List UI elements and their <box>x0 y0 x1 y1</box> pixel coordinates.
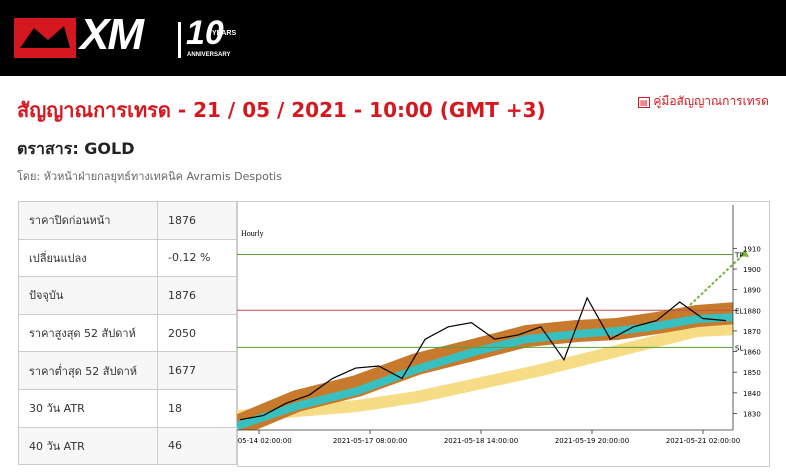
cell-value: 1876 <box>157 201 237 240</box>
stats-table: ราคาปิดก่อนหน้า 1876 เปลี่ยนแปลง -0.12 % ปัจ… <box>18 201 237 466</box>
badge-years: YEARS <box>212 30 237 37</box>
cell-label: ราคาต่ำสุด 52 สัปดาห์ <box>18 351 158 390</box>
bands <box>237 302 733 430</box>
table-row: ปัจจุบัน 1876 <box>18 276 237 315</box>
table-row: 30 วัน ATR 18 <box>18 388 237 428</box>
table-row: 40 วัน ATR 46 <box>18 426 237 466</box>
author: โดย: หัวหน้าฝ่ายกลยุทธ์ทางเทคนิค Avramis… <box>17 170 282 183</box>
level-label: EL <box>735 307 743 315</box>
cell-label: ราคาสูงสุด 52 สัปดาห์ <box>18 313 158 353</box>
cell-label: ปัจจุบัน <box>18 276 158 315</box>
x-tick-label: 21-05-14 02:00:00 <box>237 437 292 445</box>
table-row: ราคาสูงสุด 52 สัปดาห์ 2050 <box>18 313 237 353</box>
header: XM 10 YEARS ANNIVERSARY <box>0 0 786 76</box>
cell-value: 46 <box>157 426 237 466</box>
y-tick-label: 1860 <box>743 349 761 357</box>
x-tick-label: 2021-05-18 14:00:00 <box>444 437 518 445</box>
y-tick-label: 1850 <box>743 369 761 377</box>
table-row: ราคาต่ำสุด 52 สัปดาห์ 1677 <box>18 351 237 390</box>
x-tick-label: 2021-05-19 20:00:00 <box>555 437 629 445</box>
level-label: TP <box>734 252 744 260</box>
tp-arrow <box>689 252 746 306</box>
y-tick-label: 1870 <box>743 328 761 336</box>
cell-value: 2050 <box>157 313 237 353</box>
y-tick-label: 1890 <box>743 287 761 295</box>
logo-icon <box>14 18 76 58</box>
cell-label: 40 วัน ATR <box>18 426 158 466</box>
y-tick-label: 1900 <box>743 266 761 274</box>
cell-value: 18 <box>157 388 237 428</box>
chart: Hourly 1830 1840 1850 1860 1870 1880 1890 1900 1… <box>237 201 770 467</box>
divider <box>178 22 181 58</box>
cell-value: 1677 <box>157 351 237 390</box>
cell-value: 1876 <box>157 276 237 315</box>
cell-label: 30 วัน ATR <box>18 388 158 428</box>
table-row: ราคาปิดก่อนหน้า 1876 <box>18 201 237 240</box>
tp-arrow-head <box>740 249 749 257</box>
table-row: เปลี่ยนแปลง -0.12 % <box>18 238 237 278</box>
level-label: SL <box>735 344 743 352</box>
x-tick-label: 2021-05-17 08:00:00 <box>333 437 407 445</box>
badge-anniversary: ANNIVERSARY <box>187 52 231 58</box>
guide-link[interactable]: ▤ คู่มือสัญญาณการเทรด <box>638 94 769 108</box>
price-line <box>239 296 727 421</box>
guide-link-text[interactable]: คู่มือสัญญาณการเทรด <box>653 94 769 108</box>
plot <box>239 296 727 421</box>
cell-label: เปลี่ยนแปลง <box>18 238 158 278</box>
chart-title: Hourly <box>241 229 264 238</box>
x-tick-label: 2021-05-21 02:00:00 <box>666 437 740 445</box>
cell-label: ราคาปิดก่อนหน้า <box>18 201 158 240</box>
cell-value: -0.12 % <box>157 238 237 278</box>
badge-number: 10 <box>186 14 224 52</box>
instrument: ตราสาร: GOLD <box>17 139 135 158</box>
y-tick-label: 1910 <box>743 245 761 253</box>
page-title: สัญญาณการเทรด - 21 / 05 / 2021 - 10:00 (… <box>17 98 546 122</box>
y-tick-label: 1880 <box>743 307 761 315</box>
logo-text: XM <box>80 10 144 59</box>
y-tick-label: 1830 <box>743 410 761 418</box>
y-tick-label: 1840 <box>743 390 761 398</box>
